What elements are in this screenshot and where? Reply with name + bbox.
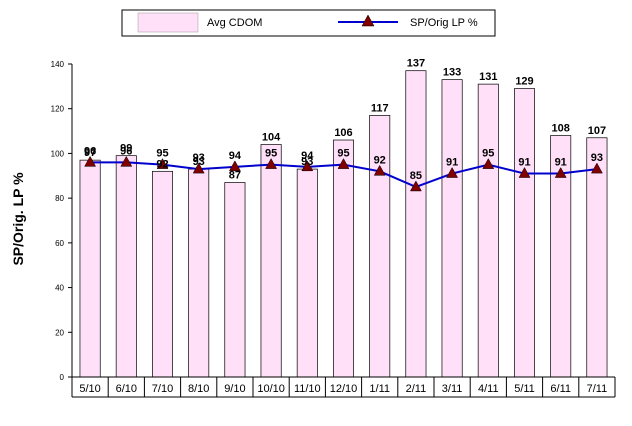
x-tick-label: 7/11: [587, 383, 608, 395]
x-tick-label: 12/10: [330, 383, 358, 395]
legend-bar-label: Avg CDOM: [207, 17, 262, 29]
x-tick-label: 4/11: [478, 383, 499, 395]
y-tick-label: 100: [51, 149, 65, 158]
x-tick-label: 3/11: [442, 383, 463, 395]
y-tick-label: 140: [51, 60, 65, 69]
x-tick-label: 8/10: [188, 383, 209, 395]
y-tick-label: 20: [55, 328, 64, 337]
line-value-label: 95: [265, 148, 277, 160]
bar: [224, 182, 246, 378]
line-value-label: 91: [446, 157, 458, 169]
x-tick-label: 7/10: [152, 383, 173, 395]
line-point-marker: [192, 162, 205, 174]
x-axis: 5/10 6/10 7/10 8/10 9/10 10/10 11/10 12/10 1/11 2…: [71, 376, 616, 398]
y-tick-label: 60: [55, 239, 64, 248]
bar-value-label: 129: [515, 76, 533, 88]
x-tick-label: 9/10: [224, 383, 245, 395]
bar: [586, 137, 608, 378]
bar-value-label: 87: [229, 169, 241, 181]
bar-value-label: 93: [301, 156, 313, 168]
bars: [79, 70, 608, 378]
line-value-label: 93: [193, 152, 205, 164]
bar: [514, 88, 535, 378]
y-tick-label: 0: [60, 373, 65, 382]
bar-value-label: 107: [588, 125, 606, 137]
line-value-label: 91: [555, 157, 567, 169]
line-point-marker: [554, 167, 567, 178]
line-point-marker: [373, 164, 386, 176]
line-point-marker: [120, 155, 133, 167]
y-axis-label: SP/Orig. LP %: [10, 172, 26, 266]
x-tick-label: 11/10: [294, 383, 321, 395]
x-tick-label: 6/11: [550, 383, 571, 395]
line-value-label: 85: [410, 170, 422, 182]
bar-value-label: 97: [84, 147, 96, 159]
bar: [188, 168, 210, 378]
legend: Avg CDOM SP/Orig LP %: [121, 9, 496, 37]
bar-value-label: 104: [262, 131, 281, 143]
line-point-marker: [84, 155, 97, 167]
x-tick-label: 10/10: [257, 383, 285, 395]
line-point-marker: [518, 167, 531, 178]
x-tick-label: 2/11: [406, 383, 427, 395]
line-value-label: 92: [374, 154, 386, 166]
x-tick-label: 5/10: [79, 383, 100, 395]
line-series: [84, 155, 603, 192]
bar-value-label: 93: [193, 156, 205, 168]
line-point-marker: [156, 158, 169, 169]
x-tick-label: 6/10: [116, 383, 137, 395]
line-value-label: 93: [591, 152, 603, 164]
y-tick-label: 120: [51, 105, 65, 114]
legend-triangle-marker: [361, 14, 375, 27]
bar-value-label: 106: [334, 127, 352, 139]
line-value-label: 95: [156, 148, 168, 160]
bar: [333, 139, 354, 378]
bar: [477, 83, 499, 378]
line-value-label: 94: [229, 150, 242, 162]
bar-value-label: 117: [371, 102, 389, 114]
bar-value-label: 99: [120, 143, 132, 155]
line-point-marker: [409, 180, 422, 192]
line-value-label: 96: [120, 145, 132, 157]
bar-value-label: 108: [552, 123, 570, 135]
y-tick-label: 80: [55, 194, 64, 203]
bar-value-label: 133: [443, 67, 461, 79]
line-value-label: 95: [337, 148, 349, 160]
bar-value-label: 131: [479, 71, 497, 83]
bar: [79, 159, 101, 378]
line-point-marker: [446, 167, 459, 178]
line-value-label: 91: [518, 157, 530, 169]
line-point-marker: [265, 158, 278, 169]
y-tick-label: 40: [55, 284, 64, 293]
bar: [441, 79, 463, 378]
line-point-marker: [590, 162, 603, 174]
bar-value-label: 92: [156, 158, 168, 170]
line-value-label: 94: [301, 150, 314, 162]
line-value-label: 96: [84, 145, 96, 157]
line-point-marker: [482, 158, 495, 169]
bar: [260, 144, 282, 378]
line-value-label: 95: [482, 148, 494, 160]
data-labels: 97 99 92 93 87 104 93 106 117 137 133 131 129 108 107 9…: [84, 58, 606, 182]
line-point-marker: [301, 160, 314, 172]
line-point-marker: [337, 158, 350, 169]
legend-bar-swatch: [137, 12, 199, 33]
legend-line-label: SP/Orig LP %: [410, 17, 478, 29]
x-tick-label: 5/11: [514, 383, 535, 395]
bar: [296, 168, 318, 378]
x-tick-label: 1/11: [369, 383, 390, 395]
y-axis: 0 20 40 60 80 100 120 140: [51, 60, 73, 382]
bar: [152, 170, 173, 378]
line-point-marker: [228, 160, 241, 172]
bar-value-label: 137: [407, 58, 425, 70]
bar: [115, 155, 137, 378]
bar: [405, 70, 427, 378]
